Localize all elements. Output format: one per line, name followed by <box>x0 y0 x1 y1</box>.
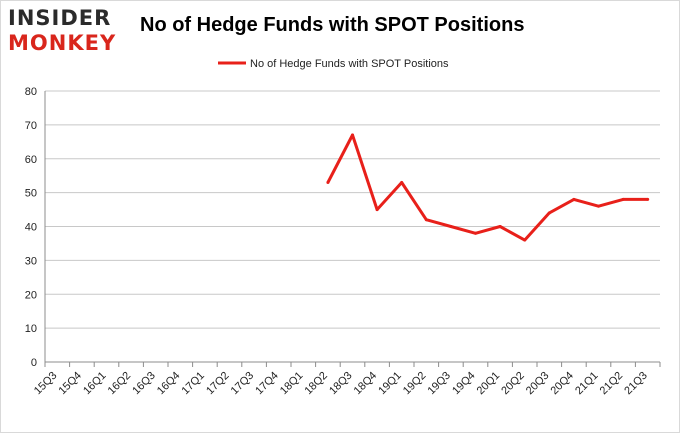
x-tick-label: 16Q2 <box>106 370 134 398</box>
x-tick-label: 16Q1 <box>81 370 109 398</box>
data-point <box>424 218 428 222</box>
x-tick-label: 17Q1 <box>179 370 207 398</box>
x-tick-label: 16Q4 <box>155 370 183 398</box>
y-tick-label: 30 <box>25 255 37 267</box>
x-tick-label: 19Q3 <box>425 370 453 398</box>
x-tick-label: 21Q3 <box>622 370 650 398</box>
y-tick-label: 40 <box>25 222 37 234</box>
x-tick-label: 18Q3 <box>327 370 355 398</box>
data-point <box>400 180 404 184</box>
x-tick-label: 19Q2 <box>401 370 429 398</box>
x-tick-label: 15Q3 <box>32 370 60 398</box>
data-point <box>547 211 551 215</box>
x-tick-label: 20Q2 <box>499 370 527 398</box>
x-tick-label: 19Q1 <box>376 370 404 398</box>
y-tick-label: 60 <box>25 154 37 166</box>
x-tick-label: 20Q3 <box>524 370 552 398</box>
data-point <box>498 225 502 228</box>
legend-label: No of Hedge Funds with SPOT Positions <box>250 58 449 70</box>
x-tick-label: 21Q2 <box>598 370 626 398</box>
insider-monkey-logo: INSIDER MONKEY <box>8 6 128 58</box>
x-tick-label: 19Q4 <box>450 370 478 398</box>
data-point <box>474 231 477 235</box>
data-point <box>597 204 600 208</box>
x-tick-label: 15Q4 <box>56 370 84 398</box>
x-tick-label: 18Q2 <box>302 370 330 398</box>
data-point <box>523 238 527 242</box>
x-tick-label: 18Q4 <box>352 370 380 398</box>
logo-line-2: MONKEY <box>8 31 117 55</box>
y-tick-label: 0 <box>31 357 37 369</box>
data-point <box>621 197 625 201</box>
y-tick-label: 50 <box>25 188 37 200</box>
data-point <box>646 197 650 201</box>
data-point <box>326 180 330 184</box>
logo-line-1: INSIDER <box>8 6 112 30</box>
chart-title: No of Hedge Funds with SPOT Positions <box>140 14 525 36</box>
x-tick-label: 21Q1 <box>573 370 601 398</box>
x-tick-label: 20Q4 <box>548 370 576 398</box>
x-tick-label: 16Q3 <box>130 370 158 398</box>
series-line <box>326 133 648 242</box>
x-tick-label: 20Q1 <box>475 370 503 398</box>
y-tick-label: 70 <box>25 120 37 132</box>
data-point <box>351 133 354 137</box>
data-point <box>572 197 576 201</box>
x-tick-label: 18Q1 <box>278 370 306 398</box>
data-point <box>449 225 453 228</box>
y-tick-label: 20 <box>25 289 37 301</box>
x-tick-label: 17Q3 <box>229 370 257 398</box>
x-tick-label: 17Q4 <box>253 370 281 398</box>
y-tick-label: 80 <box>25 86 37 98</box>
data-point <box>375 208 379 212</box>
x-tick-label: 17Q2 <box>204 370 232 398</box>
y-tick-label: 10 <box>25 323 37 335</box>
